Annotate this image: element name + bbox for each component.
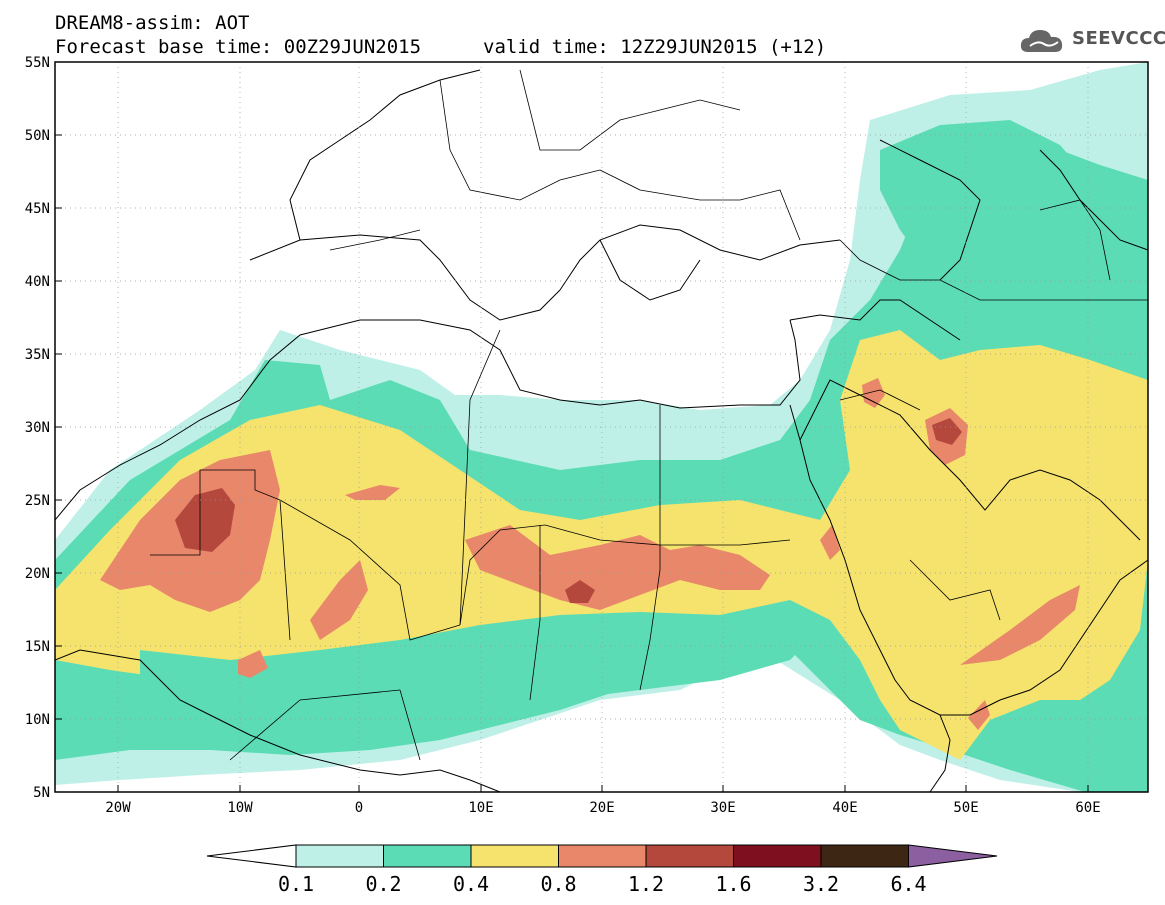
lat-label: 30N bbox=[25, 420, 50, 436]
lat-labels: 55N 50N 45N 40N 35N 30N 25N 20N 15N 10N … bbox=[25, 55, 50, 801]
aot-level-1.2-west bbox=[175, 488, 235, 552]
colorbar-label: 6.4 bbox=[890, 872, 926, 896]
lat-label: 20N bbox=[25, 566, 50, 582]
aot-level-1.2-gulf bbox=[932, 418, 962, 445]
colorbar-label: 1.6 bbox=[715, 872, 751, 896]
logo-text: SEEVCCC bbox=[1072, 28, 1165, 49]
lon-label: 0 bbox=[355, 800, 363, 816]
colorbar-under-arrow bbox=[206, 844, 297, 868]
colorbar-label: 0.4 bbox=[453, 872, 489, 896]
colorbar-bin bbox=[733, 844, 822, 868]
lat-label: 5N bbox=[33, 785, 50, 801]
colorbar-label: 0.8 bbox=[540, 872, 576, 896]
aot-level-0.2-sahel bbox=[140, 605, 820, 715]
lon-label: 60E bbox=[1075, 800, 1100, 816]
lat-label: 35N bbox=[25, 347, 50, 363]
lon-label: 20W bbox=[105, 800, 131, 816]
colorbar-bin bbox=[820, 844, 909, 868]
lat-label: 55N bbox=[25, 55, 50, 71]
lon-label: 40E bbox=[832, 800, 857, 816]
graticule bbox=[55, 62, 1148, 792]
lon-labels: 20W 10W 0 10E 20E 30E 40E 50E 60E bbox=[105, 800, 1100, 816]
colorbar-bin bbox=[295, 844, 384, 868]
lat-label: 50N bbox=[25, 128, 50, 144]
colorbar-bin bbox=[470, 844, 559, 868]
lon-label: 10W bbox=[227, 800, 253, 816]
aot-level-0.8-sahara2 bbox=[820, 525, 840, 560]
colorbar-labels: 0.1 0.2 0.4 0.8 1.2 1.6 3.2 6.4 bbox=[278, 872, 927, 896]
colorbar-over-arrow bbox=[908, 844, 998, 868]
aot-level-0.8-mali2 bbox=[238, 650, 268, 678]
tick-marks bbox=[55, 61, 1089, 792]
chart-title: DREAM8-assim: AOT bbox=[55, 12, 250, 34]
cloud-icon bbox=[1020, 30, 1063, 52]
aot-level-0.8-mali bbox=[310, 560, 368, 640]
colorbar bbox=[206, 844, 998, 868]
coastlines bbox=[55, 69, 1148, 792]
lon-label: 20E bbox=[589, 800, 614, 816]
lon-label: 50E bbox=[953, 800, 978, 816]
colorbar-bin bbox=[645, 844, 734, 868]
aot-level-0.8-central bbox=[465, 525, 770, 610]
aot-level-1.2-chad bbox=[565, 580, 595, 603]
aot-field bbox=[55, 62, 1148, 792]
colorbar-label: 3.2 bbox=[803, 872, 839, 896]
forecast-base-time: Forecast base time: 00Z29JUN2015 bbox=[55, 36, 422, 58]
colorbar-bin bbox=[383, 844, 472, 868]
aot-level-0.8-libya bbox=[345, 485, 400, 500]
lat-label: 45N bbox=[25, 201, 50, 217]
lat-label: 25N bbox=[25, 493, 50, 509]
aot-level-0.2-north bbox=[880, 120, 1148, 350]
valid-time: valid time: 12Z29JUN2015 (+12) bbox=[483, 36, 827, 58]
colorbar-label: 0.1 bbox=[278, 872, 314, 896]
lon-label: 30E bbox=[710, 800, 735, 816]
colorbar-label: 0.2 bbox=[365, 872, 401, 896]
aot-level-0.8-iraq bbox=[862, 378, 885, 408]
lat-label: 40N bbox=[25, 274, 50, 290]
lat-label: 15N bbox=[25, 639, 50, 655]
colorbar-bin bbox=[558, 844, 647, 868]
colorbar-label: 1.2 bbox=[628, 872, 664, 896]
lon-label: 10E bbox=[468, 800, 493, 816]
seevccc-logo: SEEVCCC bbox=[1018, 24, 1165, 56]
lat-label: 10N bbox=[25, 712, 50, 728]
aot-level-0.8-oman bbox=[960, 585, 1080, 665]
